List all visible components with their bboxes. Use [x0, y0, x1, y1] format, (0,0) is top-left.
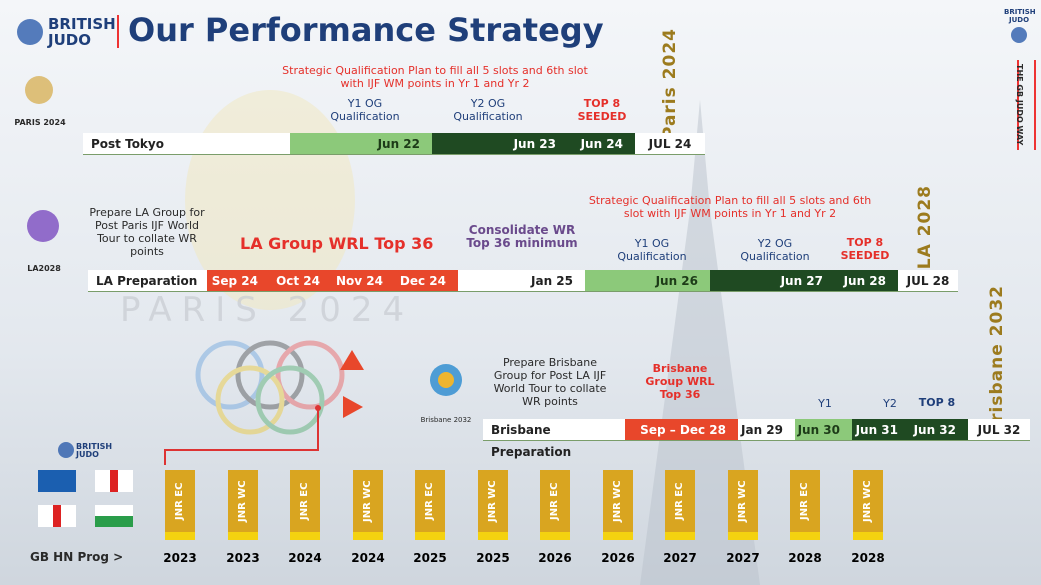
cell: LA Preparation: [88, 270, 207, 292]
logo-text: JUDO: [48, 32, 116, 48]
plan-note: Strategic Qualification Plan to fill all…: [580, 194, 880, 220]
plan-note: Strategic Qualification Plan to fill all…: [275, 64, 595, 90]
cell: Jan 29: [738, 419, 795, 441]
consolidate-note: Consolidate WR Top 36 minimum: [462, 224, 582, 250]
bar: JNR EC: [165, 470, 195, 540]
bar: JNR EC: [540, 470, 570, 540]
bar: JNR EC: [790, 470, 820, 540]
prepare-note: Prepare LA Group for Post Paris IJF Worl…: [88, 206, 206, 258]
group-label: LA Group WRL Top 36: [240, 235, 433, 253]
cell: Jun 30: [795, 419, 852, 441]
phase-label: Y2 OG Qualification: [448, 97, 528, 123]
cell: Dec 24: [395, 270, 458, 292]
bar: JNR WC: [353, 470, 383, 540]
bar: JNR WC: [478, 470, 508, 540]
cell: Sep 24: [207, 270, 270, 292]
yr: 2023: [218, 551, 268, 565]
games-label: Brisbane 2032: [987, 285, 1007, 436]
logo-text: BRITISH: [48, 16, 116, 32]
yr: 2023: [155, 551, 205, 565]
yr: 2026: [530, 551, 580, 565]
phase-label: TOP 8 SEEDED: [835, 236, 895, 262]
logo-text: BRITISH: [1004, 8, 1034, 16]
bar: JNR WC: [228, 470, 258, 540]
yr: 2024: [280, 551, 330, 565]
yr: 2025: [405, 551, 455, 565]
brisbane-logo: Brisbane 2032: [418, 414, 474, 427]
cell: Jun 24: [568, 133, 635, 155]
phase-label: TOP 8 SEEDED: [572, 97, 632, 123]
games-label: Paris 2024: [660, 28, 680, 139]
yr: 2028: [780, 551, 830, 565]
paris-logo: PARIS 2024: [12, 116, 68, 129]
yr: 2028: [843, 551, 893, 565]
group-label: Brisbane Group WRL Top 36: [640, 362, 720, 401]
yr: 2027: [718, 551, 768, 565]
cell: JUL 28: [898, 270, 958, 292]
cell: Nov 24: [332, 270, 395, 292]
logo-text: JUDO: [76, 451, 112, 459]
cell: Oct 24: [270, 270, 332, 292]
prepare-note: Prepare Brisbane Group for Post LA IJF W…: [490, 356, 610, 408]
bar: JNR WC: [728, 470, 758, 540]
bar: JNR EC: [290, 470, 320, 540]
cell: Jun 28: [835, 270, 898, 292]
cell: Jun 22: [290, 133, 432, 155]
title: Our Performance Strategy: [128, 10, 604, 50]
bar: JNR WC: [853, 470, 883, 540]
bar: JNR EC: [415, 470, 445, 540]
bar: JNR WC: [603, 470, 633, 540]
cell: Brisbane Preparation: [483, 419, 625, 441]
cell: Jun 26: [585, 270, 710, 292]
phase-label: Y2 OG Qualification: [735, 237, 815, 263]
phase-label: TOP 8: [912, 396, 962, 409]
logo-text: JUDO: [1004, 16, 1034, 24]
slide: BRITISHJUDO Our Performance Strategy BRI…: [0, 0, 1041, 585]
tagline: THE GB JUDO WAY: [1013, 64, 1026, 145]
cell: Jan 25: [458, 270, 585, 292]
yr: 2026: [593, 551, 643, 565]
bar: JNR EC: [665, 470, 695, 540]
games-label: LA 2028: [915, 185, 935, 269]
phase-label: Y1: [805, 397, 845, 410]
cell: JUL 32: [968, 419, 1030, 441]
yr: 2024: [343, 551, 393, 565]
yr: 2025: [468, 551, 518, 565]
cell: JUL 24: [635, 133, 705, 155]
cell: Jun 27: [710, 270, 835, 292]
phase-label: Y1 OG Qualification: [325, 97, 405, 123]
phase-label: Y2: [870, 397, 910, 410]
cell: Sep – Dec 28: [625, 419, 738, 441]
phase-label: Y1 OG Qualification: [612, 237, 692, 263]
cell: Jun 31: [852, 419, 910, 441]
watermark: PARIS 2024: [120, 290, 414, 330]
la-logo: LA2028: [16, 262, 72, 275]
cell: Jun 32: [910, 419, 968, 441]
cell: Post Tokyo: [83, 133, 290, 155]
programme-label: GB HN Prog >: [30, 551, 123, 564]
cell: Jun 23: [432, 133, 568, 155]
yr: 2027: [655, 551, 705, 565]
